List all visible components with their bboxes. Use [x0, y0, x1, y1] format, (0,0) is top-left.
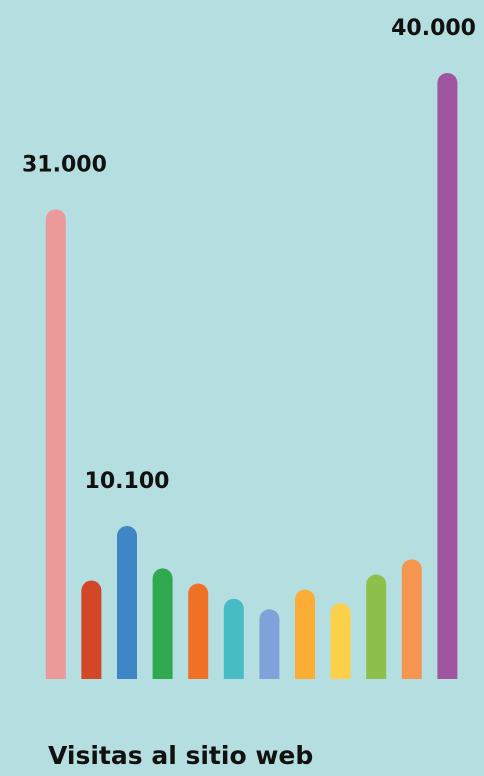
- value-label: 10.100: [85, 469, 170, 494]
- bar: [295, 589, 315, 679]
- bar: [366, 574, 387, 679]
- bar: [223, 598, 244, 679]
- bar: [45, 209, 66, 679]
- value-label: 40.000: [391, 16, 476, 41]
- bar: [117, 525, 137, 679]
- value-label: 31.000: [22, 152, 107, 177]
- bar: [81, 580, 102, 679]
- bar: [437, 73, 458, 679]
- bar: [152, 568, 173, 679]
- bar: [188, 583, 209, 679]
- bar: [259, 609, 280, 679]
- bar: [330, 603, 351, 679]
- bar: [401, 559, 422, 679]
- chart-title: Visitas al sitio web: [48, 741, 313, 770]
